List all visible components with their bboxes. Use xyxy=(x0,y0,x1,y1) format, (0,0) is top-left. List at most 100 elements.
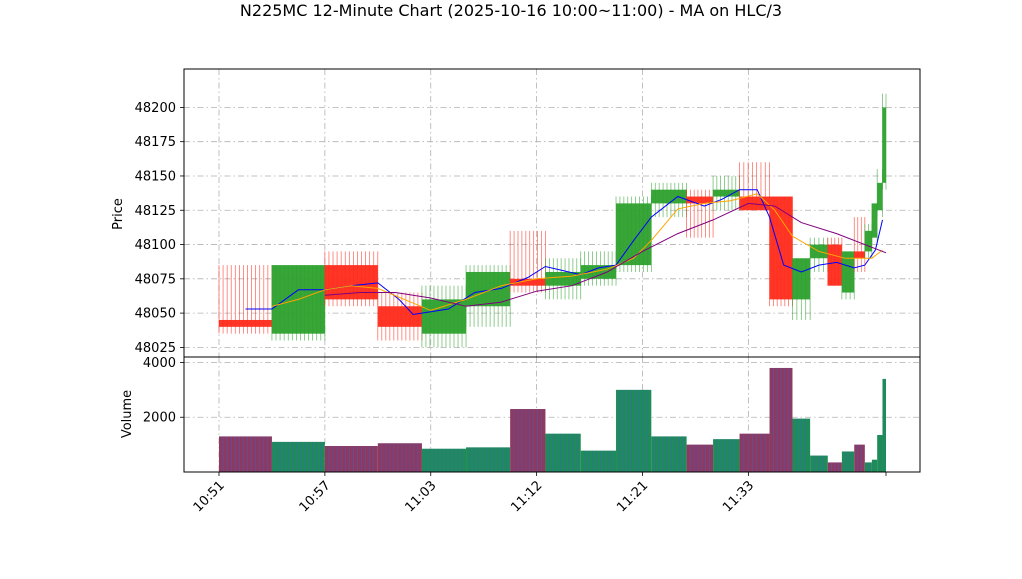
up-bar xyxy=(465,265,511,327)
volume-bar-body xyxy=(219,436,272,472)
price-tick-label: 48050 xyxy=(135,307,176,322)
volume-bar-body xyxy=(510,409,546,472)
volume-axis-label: Volume xyxy=(120,390,135,438)
volume-bar-body xyxy=(324,445,378,472)
price-tick-label: 48025 xyxy=(135,341,176,356)
bar-body xyxy=(841,251,855,293)
time-tick-label: 10:51 xyxy=(191,478,228,515)
up-bar xyxy=(580,251,617,286)
volume-bar xyxy=(871,459,878,472)
bar-body xyxy=(792,258,811,300)
down-bar xyxy=(218,265,273,334)
down-bar xyxy=(739,162,770,211)
volume-bar-body xyxy=(421,448,467,472)
volume-tick-labels: 2000 4000 xyxy=(143,356,184,426)
volume-bar-body xyxy=(466,447,511,472)
volume-bar xyxy=(877,435,883,472)
price-tick-label: 48100 xyxy=(135,238,176,253)
volume-bar-body xyxy=(841,451,855,472)
time-tick-label: 11:21 xyxy=(614,478,651,515)
time-tick-label: 11:12 xyxy=(508,478,545,515)
price-tick-label: 48200 xyxy=(135,101,176,116)
up-bar xyxy=(421,285,467,348)
volume-bar xyxy=(545,433,581,472)
price-tick-label: 48175 xyxy=(135,135,176,150)
bar-body xyxy=(545,271,581,286)
time-tick-labels: 10:51 10:57 11:03 11:12 11:21 11:33 xyxy=(191,472,887,515)
volume-bar xyxy=(421,448,467,472)
up-bar xyxy=(882,93,887,190)
bar-body xyxy=(827,244,842,286)
bar-body xyxy=(686,196,714,204)
volume-bar-body xyxy=(580,450,617,472)
up-bar xyxy=(864,223,873,259)
bar-body xyxy=(377,306,422,327)
bar-body xyxy=(421,299,467,334)
chart-title: N225MC 12-Minute Chart (2025-10-16 10:00… xyxy=(240,1,782,20)
volume-bar xyxy=(616,389,652,472)
down-bar xyxy=(509,230,546,293)
volume-bar xyxy=(810,455,828,472)
volume-bar xyxy=(686,444,714,472)
volume-bar xyxy=(827,462,842,472)
volume-bars xyxy=(219,367,886,472)
volume-bar xyxy=(651,436,687,472)
up-bar xyxy=(809,237,829,272)
volume-bar-body xyxy=(616,389,652,472)
bar-body xyxy=(871,203,878,238)
time-tick-label: 11:03 xyxy=(402,478,439,515)
time-tick-label: 10:57 xyxy=(297,478,334,515)
bar-body xyxy=(769,196,793,300)
down-bar xyxy=(324,251,379,307)
price-tick-label: 48075 xyxy=(135,272,176,287)
up-bar xyxy=(712,175,740,211)
volume-tick-label: 4000 xyxy=(143,356,176,371)
up-bar xyxy=(650,182,687,218)
volume-bar xyxy=(841,451,855,472)
volume-bar xyxy=(882,378,886,472)
volume-bar-body xyxy=(686,444,714,472)
volume-bar xyxy=(271,441,325,472)
down-bar xyxy=(686,189,714,238)
volume-tick-label: 2000 xyxy=(143,411,176,426)
bar-body xyxy=(580,265,617,279)
volume-bar-body xyxy=(545,433,581,472)
volume-bar xyxy=(466,447,511,472)
down-bar xyxy=(827,237,843,286)
volume-bar xyxy=(713,439,740,472)
volume-bar xyxy=(792,418,811,472)
price-axis-label: Price xyxy=(111,198,126,230)
volume-bar xyxy=(219,436,272,472)
moving-average-lines xyxy=(245,189,887,316)
volume-bar xyxy=(324,445,378,472)
bar-body xyxy=(877,182,883,211)
bar-body xyxy=(713,189,740,197)
bar-body xyxy=(466,271,511,307)
volume-bar xyxy=(580,450,617,472)
bar-body xyxy=(651,189,687,204)
volume-bar xyxy=(510,409,546,472)
volume-bar-body xyxy=(377,443,422,472)
volume-bar-body xyxy=(882,378,886,472)
volume-bar-body xyxy=(651,436,687,472)
moving-average-line xyxy=(324,202,887,307)
up-bar xyxy=(841,251,855,300)
volume-bar xyxy=(769,367,793,472)
price-bars xyxy=(218,93,887,348)
price-tick-labels: 48025 48050 48075 48100 48125 48150 48175 48200 xyxy=(135,101,184,356)
bar-body xyxy=(854,251,865,259)
volume-bar-body xyxy=(877,435,883,472)
volume-bar-body xyxy=(854,444,865,472)
volume-bar-body xyxy=(713,439,740,472)
axes-frames xyxy=(183,68,921,473)
up-bar xyxy=(792,258,811,320)
up-bar xyxy=(545,258,582,300)
bar-body xyxy=(510,278,546,286)
time-tick-label: 11:33 xyxy=(720,478,757,515)
down-bar xyxy=(377,292,423,341)
price-tick-label: 48150 xyxy=(135,169,176,184)
up-bar xyxy=(615,196,652,272)
volume-bar-body xyxy=(871,459,878,472)
volume-bar xyxy=(739,433,770,472)
